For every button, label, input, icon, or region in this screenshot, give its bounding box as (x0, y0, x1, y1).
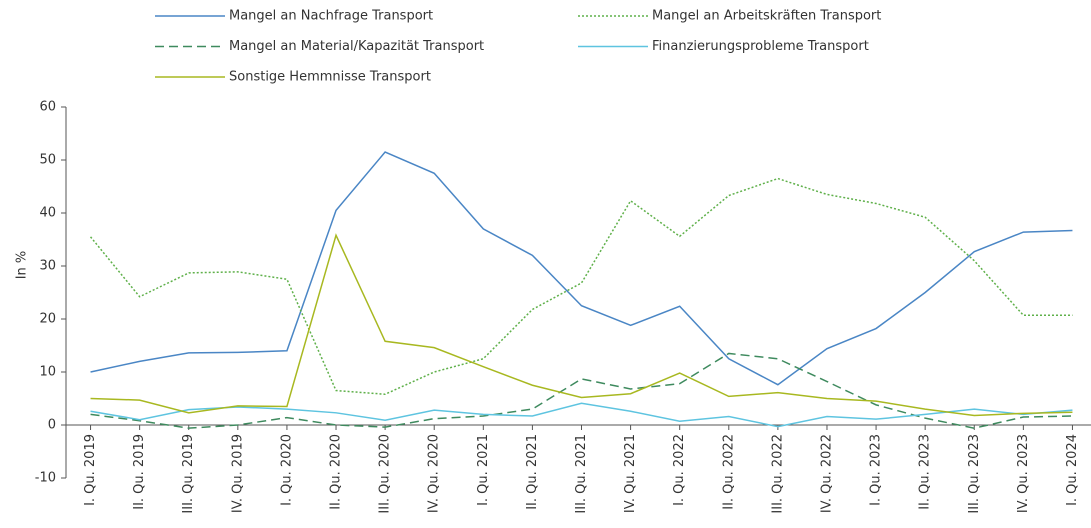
y-tick-label: 30 (39, 259, 56, 274)
legend-label: Mangel an Arbeitskräften Transport (652, 9, 881, 24)
x-tick-label: II. Qu. 2020 (329, 434, 344, 510)
series-line (89, 177, 1073, 396)
x-tick-label: IV. Qu. 2023 (1016, 434, 1031, 513)
y-tick-label: -10 (35, 471, 56, 486)
x-tick-label: III. Qu. 2019 (181, 434, 196, 514)
x-tick-label: III. Qu. 2021 (574, 434, 589, 514)
series-line (90, 352, 1073, 429)
y-axis-label: In % (15, 251, 30, 280)
y-tick-label: 0 (48, 418, 56, 433)
x-tick-label: IV. Qu. 2020 (427, 434, 442, 513)
x-tick-label: I. Qu. 2020 (279, 434, 294, 506)
x-tick-label: III. Qu. 2022 (770, 434, 785, 514)
x-tick-label: I. Qu. 2021 (476, 434, 491, 506)
y-tick-label: 60 (39, 100, 56, 115)
y-tick-label: 50 (39, 153, 56, 168)
x-tick-label: II. Qu. 2019 (132, 434, 147, 510)
x-tick-label: IV. Qu. 2022 (819, 434, 834, 513)
legend-label: Mangel an Nachfrage Transport (229, 9, 433, 24)
x-tick-label: III. Qu. 2023 (967, 434, 982, 514)
y-tick-label: 20 (39, 312, 56, 327)
series-line (90, 151, 1073, 386)
x-tick-label: II. Qu. 2023 (918, 434, 933, 510)
x-tick-label: I. Qu. 2022 (672, 434, 687, 506)
y-tick-label: 10 (39, 365, 56, 380)
x-tick-label: I. Qu. 2019 (83, 434, 98, 506)
x-tick-label: I. Qu. 2023 (869, 434, 884, 506)
x-tick-label: III. Qu. 2020 (378, 434, 393, 514)
x-tick-label: I. Qu. 2024 (1065, 434, 1080, 506)
x-tick-label: II. Qu. 2021 (525, 434, 540, 510)
series-line (90, 402, 1073, 428)
y-tick-label: 40 (39, 206, 56, 221)
legend-label: Mangel an Material/Kapazität Transport (229, 39, 484, 54)
x-tick-label: II. Qu. 2022 (721, 434, 736, 510)
x-tick-label: IV. Qu. 2019 (230, 434, 245, 513)
legend-label: Sonstige Hemmnisse Transport (229, 70, 431, 85)
legend-label: Finanzierungsprobleme Transport (652, 39, 869, 54)
x-tick-label: IV. Qu. 2021 (623, 434, 638, 513)
series-line (90, 233, 1073, 417)
